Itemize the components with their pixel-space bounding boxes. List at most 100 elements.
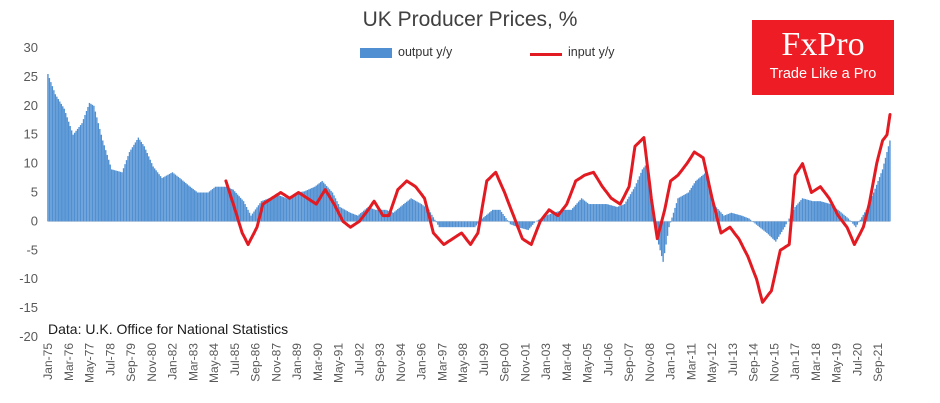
output-bar [198,192,200,222]
output-bar [569,209,571,222]
output-bar [124,164,126,222]
output-bar [494,209,497,222]
output-bar [760,221,762,229]
output-bar [463,221,466,228]
output-bar [417,202,420,222]
output-bar [616,206,618,222]
output-bar [708,184,710,222]
output-bar [788,218,790,222]
output-bar [167,174,169,222]
output-bar [438,221,440,228]
x-tick-label: Jul-78 [103,343,117,376]
x-tick-label: Nov-80 [145,343,159,382]
output-bar [849,220,851,222]
y-tick-label: -15 [19,300,38,315]
output-bar [91,104,94,222]
output-bar [632,189,635,222]
output-bar [881,169,884,222]
output-bar [231,189,233,222]
x-tick-label: Jan-96 [415,343,429,380]
output-bar [422,205,424,222]
output-bar [174,174,177,222]
output-bar [294,193,297,222]
output-bar [333,195,335,222]
output-bar [465,221,467,228]
output-bar [767,221,770,235]
output-bar [858,221,860,223]
output-bar [377,209,380,222]
output-bar [373,209,375,222]
output-bar [889,140,891,222]
output-bar [723,215,725,222]
output-bar [745,217,747,222]
output-bar [269,197,271,222]
output-bar [834,207,836,222]
output-bar [738,214,740,222]
output-bar [776,221,778,240]
output-bar [423,206,426,222]
output-bar [327,187,329,222]
output-bar [437,221,439,225]
output-bar [72,134,74,222]
x-tick-label: Mar-18 [809,343,823,381]
output-bar [305,190,307,222]
output-bar [629,194,632,222]
output-bar [50,82,52,222]
output-bar [199,192,202,222]
output-bar [483,217,485,222]
output-bar [678,197,681,222]
output-bar [180,179,183,222]
output-bar [462,221,464,228]
y-tick-label: -20 [19,329,38,344]
output-bar [822,201,824,222]
output-bar [109,164,111,222]
output-bar [692,185,694,222]
output-bar [640,172,642,222]
output-bar [136,139,138,222]
x-tick-label: Mar-90 [311,343,325,381]
output-bar [785,221,787,225]
output-bar [108,159,110,222]
output-bar [583,200,586,222]
output-bar [204,192,206,222]
legend-label-output: output y/y [398,45,453,59]
output-bar [357,215,359,222]
output-bar [268,198,270,222]
output-bar [746,217,749,222]
output-bar [543,216,546,222]
output-bar [875,184,878,222]
output-bar [852,221,854,224]
output-bar [149,159,151,222]
output-bar [88,102,91,222]
output-bar [828,203,830,222]
output-bar [506,220,509,222]
output-bar [619,205,621,222]
output-bar [146,153,148,222]
output-bar [595,204,598,222]
output-bar [880,173,882,222]
output-bar [291,194,294,222]
output-bar [674,207,676,222]
output-bar [570,209,572,222]
x-tick-label: Jan-75 [41,343,55,380]
output-bar [182,180,184,222]
output-bar [824,202,826,222]
output-bar [671,217,673,222]
x-tick-label: Sep-21 [871,343,885,382]
output-bar [886,152,888,222]
output-bar [188,185,190,222]
output-bar [529,221,531,229]
output-bar [133,144,135,222]
output-bar [54,94,57,222]
output-bar [548,214,550,222]
output-bar [257,205,260,222]
output-bar [374,209,377,222]
output-bar [668,221,670,228]
output-bar [459,221,461,228]
x-tick-label: Nov-08 [643,343,657,382]
output-bar [331,192,334,222]
output-bar [456,221,458,228]
output-bar [293,194,295,222]
output-bar [253,211,255,222]
output-bar [78,126,80,222]
